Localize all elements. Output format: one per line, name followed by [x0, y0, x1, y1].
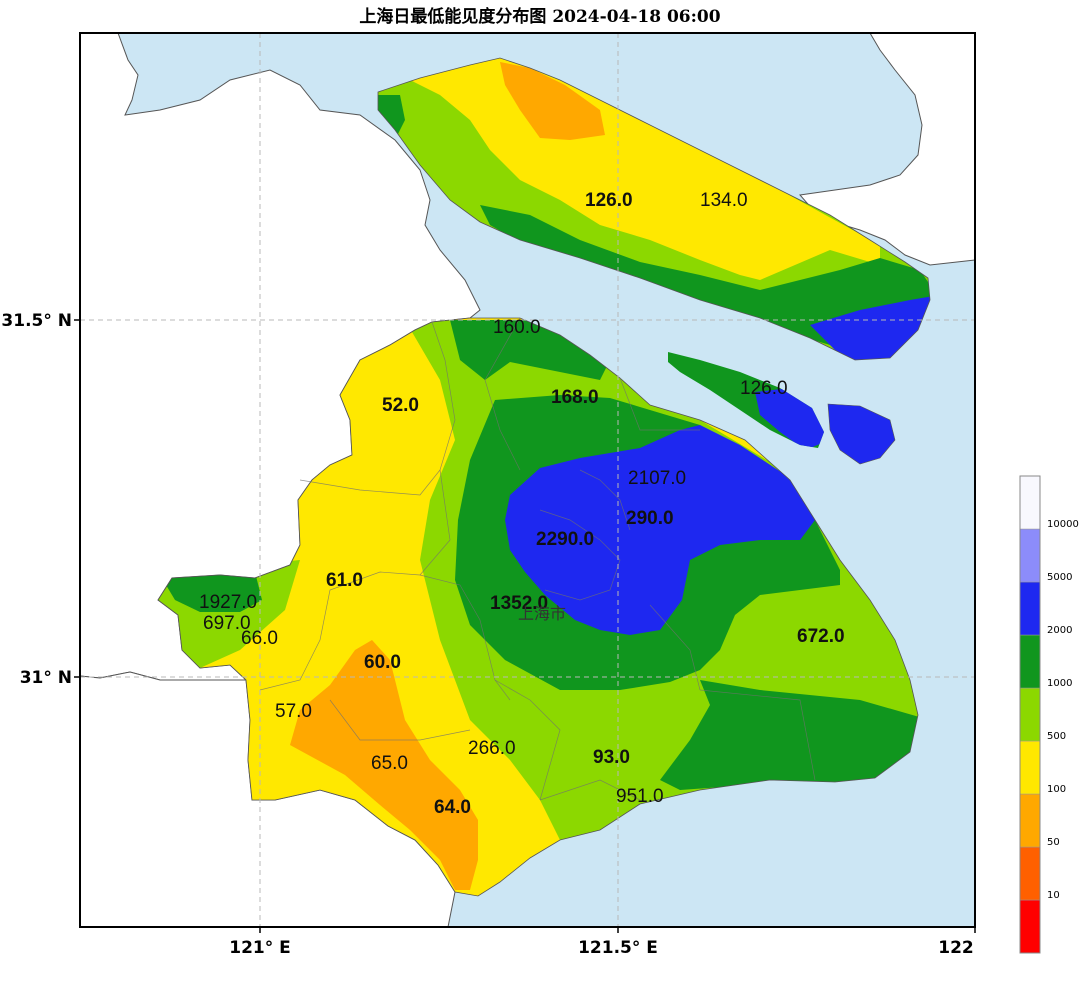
city-label: 上海市	[518, 605, 566, 623]
colorbar-label: 10	[1047, 890, 1060, 901]
map-canvas: 126.0 134.0 160.0 126.0 52.0 168.0 2107.…	[80, 33, 975, 927]
colorbar-swatch	[1019, 634, 1041, 689]
station-value: 951.0	[616, 786, 664, 807]
colorbar: 10000 5000 2000 1000 500 100 50 10	[1019, 475, 1079, 954]
colorbar-label: 10000	[1047, 519, 1079, 530]
station-value: 697.0	[203, 613, 251, 634]
station-value: 64.0	[434, 797, 471, 818]
station-value: 60.0	[364, 652, 401, 673]
station-value: 134.0	[700, 190, 748, 211]
colorbar-swatch	[1019, 475, 1041, 530]
colorbar-swatch	[1019, 846, 1041, 901]
islet	[430, 165, 456, 178]
tick-marks	[74, 319, 976, 933]
station-value: 1352.0	[490, 593, 548, 614]
station-value: 2107.0	[628, 468, 686, 489]
colorbar-swatch	[1019, 740, 1041, 795]
map-title: 上海日最低能见度分布图 2024-04-18 06:00	[359, 7, 721, 27]
chongming-outline	[377, 57, 931, 361]
colorbar-frame	[1019, 475, 1041, 954]
islet-2	[705, 178, 718, 186]
station-value: 2290.0	[536, 529, 594, 550]
colorbar-label: 2000	[1047, 625, 1072, 636]
colorbar-swatch	[1019, 793, 1041, 848]
station-value: 266.0	[468, 738, 516, 759]
district-boundaries	[259, 317, 816, 801]
station-value: 52.0	[382, 395, 419, 416]
mainland-outline	[157, 317, 919, 897]
y-tick-label: 31.5° N	[1, 311, 72, 331]
station-value: 672.0	[797, 626, 845, 647]
station-value: 160.0	[493, 317, 541, 338]
colorbar-label: 100	[1047, 784, 1066, 795]
station-value: 126.0	[585, 190, 633, 211]
map-frame	[79, 32, 976, 928]
x-tick-label: 121° E	[229, 938, 291, 958]
station-value: 168.0	[551, 387, 599, 408]
hengsha-island	[827, 403, 896, 465]
colorbar-swatch	[1019, 581, 1041, 636]
station-labels: 126.0 134.0 160.0 126.0 52.0 168.0 2107.…	[199, 190, 845, 818]
colorbar-swatch	[1019, 687, 1041, 742]
colorbar-label: 500	[1047, 731, 1066, 742]
colorbar-swatch	[1019, 528, 1041, 583]
colorbar-label: 1000	[1047, 678, 1072, 689]
station-value: 93.0	[593, 747, 630, 768]
y-tick-label: 31° N	[20, 668, 72, 688]
colorbar-label: 5000	[1047, 572, 1072, 583]
colorbar-label: 50	[1047, 837, 1060, 848]
x-tick-label: 122	[938, 938, 974, 958]
station-value: 61.0	[326, 570, 363, 591]
station-value: 126.0	[740, 378, 788, 399]
colorbar-swatch	[1019, 899, 1041, 954]
station-value: 1927.0	[199, 592, 257, 613]
station-value: 57.0	[275, 701, 312, 722]
x-tick-label: 121.5° E	[578, 938, 658, 958]
station-value: 65.0	[371, 753, 408, 774]
station-value: 290.0	[626, 508, 674, 529]
gridlines	[80, 33, 975, 927]
outside-land-northeast	[799, 33, 975, 266]
station-value: 66.0	[241, 628, 278, 649]
